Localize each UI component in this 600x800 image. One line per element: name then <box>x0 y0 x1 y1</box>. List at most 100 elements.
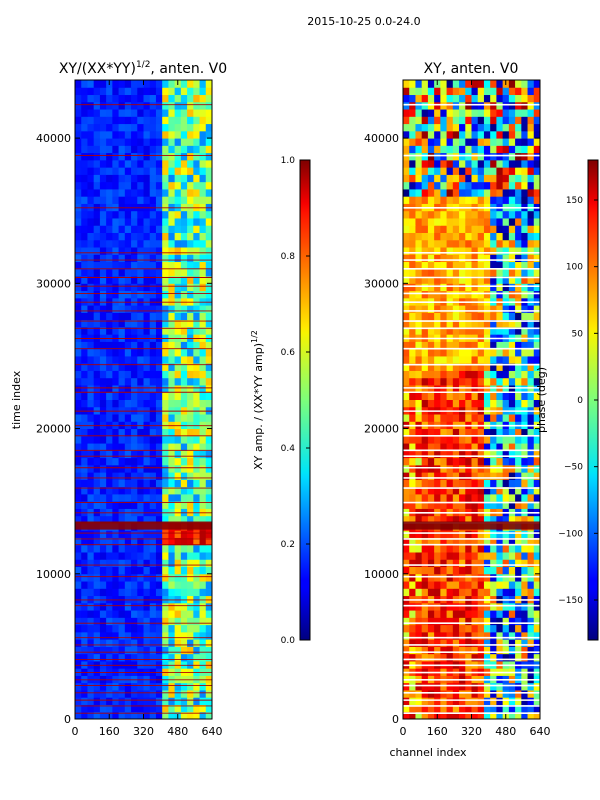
heatmap-cell <box>533 355 540 364</box>
heatmap-cell <box>81 261 88 270</box>
heatmap-cell <box>205 450 212 459</box>
heatmap-cell <box>409 174 416 183</box>
heatmap-cell <box>168 312 176 321</box>
heatmap-cell <box>93 370 101 379</box>
heatmap-cell <box>508 305 516 313</box>
heatmap-cell <box>174 276 182 284</box>
heatmap-cell <box>174 399 182 408</box>
heatmap-cell <box>112 581 120 589</box>
heatmap-cell <box>124 472 132 480</box>
heatmap-cell <box>193 225 201 233</box>
heatmap-cell <box>427 414 435 422</box>
heatmap-cell <box>515 159 522 168</box>
heatmap-cell <box>533 261 540 270</box>
heatmap-cell <box>502 617 510 626</box>
heatmap-cell <box>118 689 126 698</box>
heatmap-cell <box>174 450 182 459</box>
heatmap-cell <box>143 450 151 459</box>
heatmap-cell <box>137 384 144 393</box>
heatmap-cell <box>99 573 107 582</box>
heatmap-cell <box>502 130 510 139</box>
heatmap-cell <box>502 283 510 292</box>
heatmap-cell <box>118 450 126 459</box>
heatmap-cell <box>515 80 522 88</box>
heatmap-cell <box>162 617 169 626</box>
heatmap-cell <box>508 116 516 125</box>
heatmap-cell <box>143 428 151 437</box>
heatmap-cell <box>174 479 182 488</box>
heatmap-cell <box>205 109 212 117</box>
heatmap-cell <box>93 602 101 611</box>
heatmap-cell <box>490 428 497 437</box>
heatmap-cell <box>143 348 151 357</box>
colorbar-tick-label: 150 <box>566 196 583 206</box>
heatmap-cell <box>118 479 126 488</box>
heatmap-cell <box>440 457 448 466</box>
heatmap-cell <box>515 399 522 408</box>
heatmap-cell <box>415 566 423 575</box>
heatmap-cell <box>471 559 479 568</box>
heatmap-cell <box>143 261 151 270</box>
heatmap-cell <box>155 188 163 197</box>
heatmap-cell <box>149 384 157 393</box>
heatmap-cell <box>162 116 169 125</box>
heatmap-cell <box>143 435 151 444</box>
heatmap-cell <box>477 312 485 321</box>
heatmap-cell <box>477 167 485 175</box>
heatmap-cell <box>168 94 176 103</box>
heatmap-cell <box>187 239 194 248</box>
heatmap-cell <box>508 588 516 597</box>
heatmap-cell <box>131 675 138 684</box>
heatmap-cell <box>99 610 107 618</box>
heatmap-cell <box>174 370 182 379</box>
heatmap-cell <box>403 689 410 698</box>
heatmap-cell <box>471 268 479 277</box>
heatmap-cell <box>483 312 491 321</box>
heatmap-cell <box>162 392 169 400</box>
heatmap-cell <box>180 247 188 255</box>
heatmap-cell <box>131 261 138 270</box>
heatmap-cell <box>149 109 157 117</box>
heatmap-cell <box>149 276 157 284</box>
heatmap-cell <box>106 188 113 197</box>
heatmap-cell <box>508 268 516 277</box>
heatmap-cell <box>421 384 429 393</box>
heatmap-cell <box>174 254 182 263</box>
bright-band <box>75 521 212 530</box>
heatmap-cell <box>87 428 95 437</box>
heatmap-cell <box>477 130 485 139</box>
heatmap-cell <box>131 130 138 139</box>
heatmap-cell <box>533 639 540 647</box>
heatmap-cell <box>483 544 491 553</box>
heatmap-cell <box>155 116 163 125</box>
heatmap-cell <box>483 247 491 255</box>
heatmap-cell <box>502 377 510 386</box>
heatmap-cell <box>93 493 101 502</box>
heatmap-cell <box>193 261 201 270</box>
heatmap-cell <box>155 486 163 495</box>
heatmap-cell <box>421 537 429 546</box>
heatmap-cell <box>155 639 163 647</box>
heatmap-cell <box>521 399 529 408</box>
heatmap-cell <box>496 443 504 451</box>
heatmap-cell <box>174 624 182 633</box>
heatmap-cell <box>106 653 113 662</box>
heatmap-cell <box>155 87 163 96</box>
heatmap-cell <box>465 711 472 719</box>
heatmap-cell <box>199 341 207 350</box>
heatmap-cell <box>131 646 138 655</box>
heatmap-cell <box>521 348 529 357</box>
heatmap-cell <box>87 486 95 495</box>
heatmap-cell <box>99 472 107 480</box>
heatmap-cell <box>471 312 479 321</box>
heatmap-cell <box>415 225 423 233</box>
heatmap-cell <box>193 689 201 698</box>
heatmap-cell <box>143 109 151 117</box>
heatmap-cell <box>446 639 454 647</box>
heatmap-cell <box>149 472 157 480</box>
heatmap-cell <box>124 624 132 633</box>
heatmap-cell <box>155 660 163 669</box>
heatmap-cell <box>118 501 126 509</box>
heatmap-cell <box>533 493 540 502</box>
heatmap-cell <box>502 326 510 335</box>
